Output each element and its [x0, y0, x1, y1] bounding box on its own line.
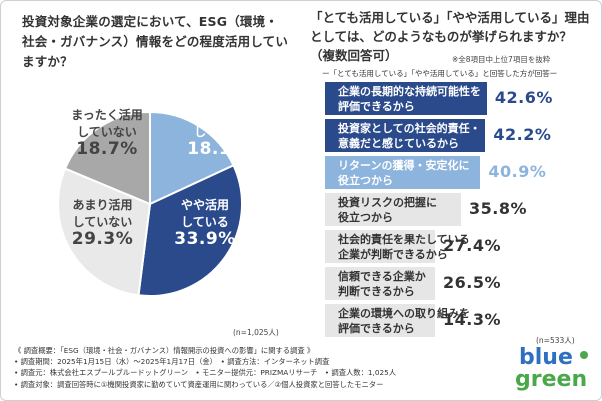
bar-label-line2: 評価できるから: [338, 100, 415, 113]
pie-chart: [57, 110, 243, 297]
bar-value-3: 40.9%: [488, 162, 547, 181]
pie-slice-somewhat: [137, 164, 243, 297]
bar-2: [325, 119, 486, 152]
bar-label-2: 投資家としての社会的責任・ 意義だと感じているから: [338, 121, 481, 151]
bar-label-7: 企業の環境への取り組みを 評価できるから: [338, 306, 470, 336]
pie-label-somewhat-pct: 33.9%: [174, 229, 236, 249]
bar-label-line2: 役立つから: [338, 174, 393, 187]
pie-slice-very: [149, 110, 235, 206]
bar-label-line1: 投資家としての社会的責任・: [338, 122, 481, 135]
bar-label-line2: 意義だと感じているから: [338, 137, 459, 150]
logo-word-blue: blue: [519, 345, 573, 370]
pie-label-very-cap2: している: [194, 125, 242, 139]
footer-source: • 調査元：株式会社エスプールブルードットグリーン • モニター提供元：PRIZ…: [14, 368, 397, 378]
left-question: 投資対象企業の選定において、ESG（環境・社会・ガバナンス）情報をどの程度活用し…: [22, 14, 289, 69]
pie-sample-size: (n=1,025人): [233, 328, 279, 337]
bar-7: [325, 304, 435, 337]
footer-target: • 調査対象：調査回答時に①機関投資家に勤めていて資産運用に関わっている／②個人…: [14, 379, 384, 389]
pie-label-not-much-cap2: していない: [72, 215, 133, 229]
pie-label-not-much-cap1: あまり活用: [72, 198, 133, 212]
pie-label-not-at-all: まったく活用 していない 18.7%: [62, 107, 152, 158]
bar-value-4: 35.8%: [469, 199, 528, 218]
pie-label-not-at-all-cap2: していない: [77, 125, 137, 139]
bar-1: [325, 82, 487, 115]
pie-label-not-much: あまり活用 していない 29.3%: [60, 197, 145, 248]
pie-label-very-pct: 18.1%: [187, 139, 249, 159]
respondent-note: ー「とても活用している」「やや活用している」と回答した方が回答ー: [322, 69, 558, 78]
bar-label-line2: 評価できるから: [338, 322, 415, 335]
right-note: ※全8項目中上位7項目を抜粋: [452, 55, 551, 64]
bar-label-line2: 役立つから: [338, 211, 393, 224]
bar-label-line1: リターンの獲得・安定化に: [338, 159, 470, 172]
pie-label-not-much-pct: 29.3%: [71, 229, 134, 249]
bar-label-6: 信頼できる企業か 判断できるから: [338, 269, 426, 299]
bar-label-1: 企業の長期的な持続可能性を 評価できるから: [338, 84, 481, 114]
pie-label-not-at-all-cap1: まったく活用: [71, 108, 143, 122]
pie-slice-not-at-all: [63, 110, 151, 206]
logo-word-green: green: [515, 367, 588, 392]
bar-label-line1: 信頼できる企業か: [338, 270, 426, 283]
bar-label-line1: 投資リスクの把握に: [338, 196, 437, 209]
bar-4: [325, 193, 462, 226]
bar-sample-size: (n=533人): [536, 336, 575, 345]
bar-value-1: 42.6%: [494, 88, 553, 107]
bar-value-2: 42.2%: [493, 125, 552, 144]
bar-5: [325, 230, 435, 263]
survey-overview: 《 調査概要：「ESG（環境・社会・ガバナンス）情報開示の投資への影響」に関する…: [14, 345, 514, 390]
bar-label-5: 社会的責任を果たしている 企業が判断できるから: [338, 232, 470, 262]
bluegreen-logo: blue green: [515, 346, 593, 394]
bar-label-line1: 企業の長期的な持続可能性を: [338, 85, 481, 98]
bar-value-6: 26.5%: [443, 273, 502, 292]
footer-period: • 調査期間：2025年1月15日（水）〜2025年1月17日（金） • 調査方…: [14, 357, 330, 367]
bar-label-line1: 社会的責任を果たしている: [338, 233, 470, 246]
pie-label-very: とても活用 している 18.1%: [178, 107, 258, 158]
logo-leaf-icon: [580, 351, 588, 359]
bar-label-line2: 企業が判断できるから: [338, 248, 448, 261]
bar-value-5: 27.4%: [443, 236, 502, 255]
right-question: 「とても活用している」「やや活用している」理由としては、どのようなものが挙げられ…: [310, 10, 590, 63]
bar-label-line2: 判断できるから: [338, 285, 415, 298]
bar-value-7: 14.3%: [443, 310, 502, 329]
bar-6: [325, 267, 435, 300]
pie-label-somewhat-cap1: やや活用: [180, 198, 229, 212]
bar-label-3: リターンの獲得・安定化に 役立つから: [338, 158, 469, 188]
pie-label-somewhat-cap2: している: [181, 215, 229, 229]
pie-label-somewhat: やや活用 している 33.9%: [165, 197, 245, 248]
pie-slice-not-much: [57, 167, 152, 297]
pie-label-very-cap1: とても活用: [188, 108, 248, 122]
bar-3: [325, 156, 481, 189]
bar-label-4: 投資リスクの把握に 役立つから: [338, 195, 437, 225]
bar-label-line1: 企業の環境への取り組みを: [338, 307, 470, 320]
footer-title: 《 調査概要：「ESG（環境・社会・ガバナンス）情報開示の投資への影響」に関する…: [14, 346, 315, 355]
pie-label-not-at-all-pct: 18.7%: [76, 139, 138, 159]
